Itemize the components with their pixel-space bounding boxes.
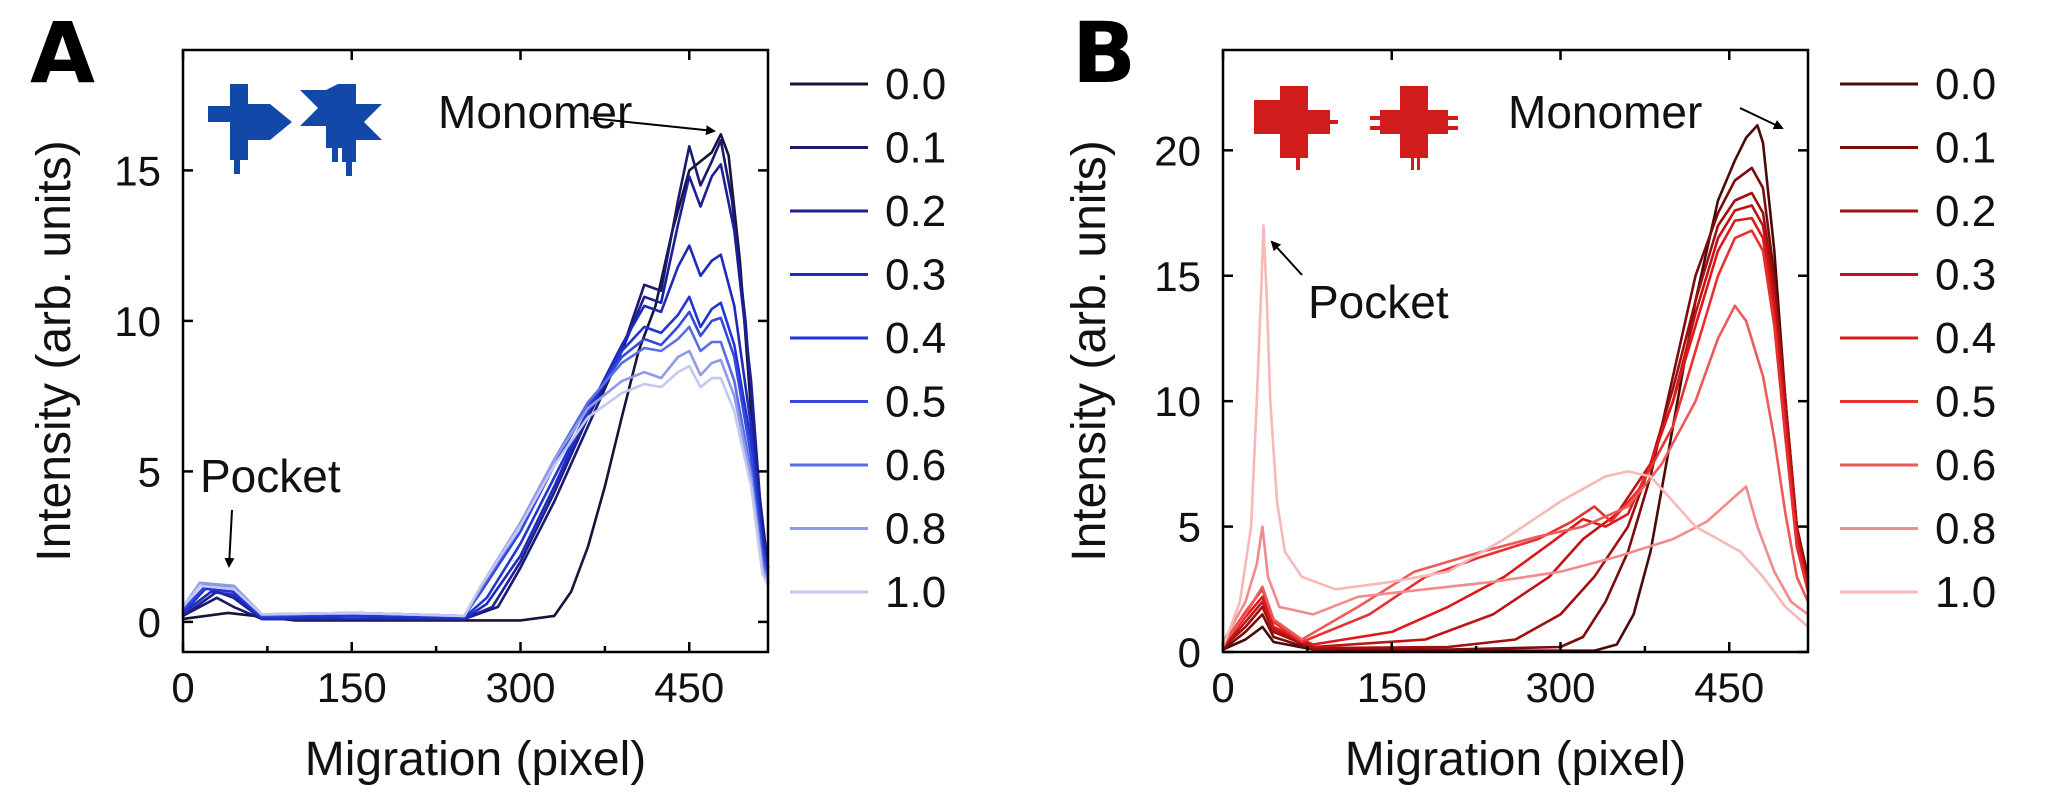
- legend-label-0.8: 0.8: [885, 505, 946, 554]
- annotation-arrow: [224, 509, 235, 568]
- annotation-arrow: [1270, 240, 1303, 276]
- series-line-0.3: [181, 244, 770, 621]
- y-tick-label: 10: [1154, 378, 1201, 425]
- y-tick-label: 15: [1154, 253, 1201, 300]
- molecule-icons: [208, 84, 382, 176]
- legend-label-0.3: 0.3: [1935, 251, 1996, 300]
- y-tick-label: 5: [138, 448, 161, 495]
- y-tick-label: 15: [114, 147, 161, 194]
- x-axis-title: Migration (pixel): [305, 733, 646, 786]
- x-tick-label: 0: [171, 664, 194, 711]
- legend-label-0.0: 0.0: [1935, 60, 1996, 109]
- legend-label-0.4: 0.4: [885, 314, 946, 363]
- legend: 0.0 0.1 0.2 0.3 0.4 0.5 0.6 0.8 1.0: [790, 60, 946, 617]
- x-tick-label: 300: [485, 664, 555, 711]
- series-line-0.4: [181, 295, 770, 619]
- legend-label-0.1: 0.1: [1935, 124, 1996, 173]
- annotation-arrow: [589, 117, 716, 136]
- legend-label-0.8: 0.8: [1935, 505, 1996, 554]
- star-protein-icon: [300, 84, 382, 176]
- x-axis-title: Migration (pixel): [1345, 733, 1686, 786]
- legend-label-0.4: 0.4: [1935, 314, 1996, 363]
- legend-label-0.1: 0.1: [885, 124, 946, 173]
- series-line-0.6: [1221, 304, 1810, 646]
- series-group: [1221, 124, 1810, 652]
- series-line-0.2: [181, 163, 770, 621]
- annotation-arrow: [1739, 107, 1784, 130]
- panel-a: A 0 150 300 450 0 5 10 15 Migration (pixel) Intens…: [28, 4, 946, 786]
- x-tick-label: 150: [317, 664, 387, 711]
- y-axis-title: Intensity (arb. units): [1063, 140, 1116, 562]
- annotation-monomer: Monomer: [438, 86, 632, 138]
- molecule-icons: [1254, 86, 1458, 170]
- y-tick-label: 5: [1178, 504, 1201, 551]
- panel-b: B 0 150 300 450 0 5 10 15 20 Migration (pixel) Inte…: [1063, 4, 1996, 786]
- y-tick-label: 10: [114, 298, 161, 345]
- legend-label-0.5: 0.5: [1935, 378, 1996, 427]
- series-line-0.0: [1221, 124, 1810, 652]
- plot-frame: [1221, 48, 1810, 654]
- y-axis-title: Intensity (arb. units): [28, 140, 81, 562]
- legend-label-0.0: 0.0: [885, 60, 946, 109]
- legend-label-1.0: 1.0: [885, 568, 946, 617]
- y-tick-label: 0: [1178, 629, 1201, 676]
- annotation-pocket: Pocket: [1308, 276, 1449, 328]
- plot-frame: [181, 48, 770, 654]
- series-line-0.5: [1221, 229, 1810, 646]
- cross-protein-icon: [208, 84, 292, 174]
- legend-label-0.3: 0.3: [885, 251, 946, 300]
- series-line-0.0: [181, 133, 770, 622]
- series-line-1.0: [181, 364, 770, 618]
- series-line-0.8: [1221, 485, 1810, 644]
- cross-protein-icon: [1254, 86, 1338, 170]
- x-tick-label: 450: [1694, 664, 1764, 711]
- legend-label-0.6: 0.6: [1935, 441, 1996, 490]
- ladder-protein-icon: [1370, 86, 1458, 170]
- series-group: [181, 133, 770, 622]
- legend-label-0.5: 0.5: [885, 378, 946, 427]
- y-tick-label: 20: [1154, 127, 1201, 174]
- panel-letter: A: [30, 4, 95, 102]
- legend: 0.0 0.1 0.2 0.3 0.4 0.5 0.6 0.8 1.0: [1840, 60, 1996, 617]
- x-tick-label: 150: [1357, 664, 1427, 711]
- series-line-1.0: [1221, 224, 1810, 649]
- x-tick-label: 450: [654, 664, 724, 711]
- x-tick-label: 0: [1211, 664, 1234, 711]
- legend-label-0.6: 0.6: [885, 441, 946, 490]
- x-tick-label: 300: [1525, 664, 1595, 711]
- legend-label-0.2: 0.2: [885, 187, 946, 236]
- annotation-pocket: Pocket: [200, 450, 341, 502]
- legend-label-0.2: 0.2: [1935, 187, 1996, 236]
- annotation-monomer: Monomer: [1508, 86, 1702, 138]
- panel-letter: B: [1072, 4, 1136, 102]
- y-tick-label: 0: [138, 599, 161, 646]
- legend-label-1.0: 1.0: [1935, 568, 1996, 617]
